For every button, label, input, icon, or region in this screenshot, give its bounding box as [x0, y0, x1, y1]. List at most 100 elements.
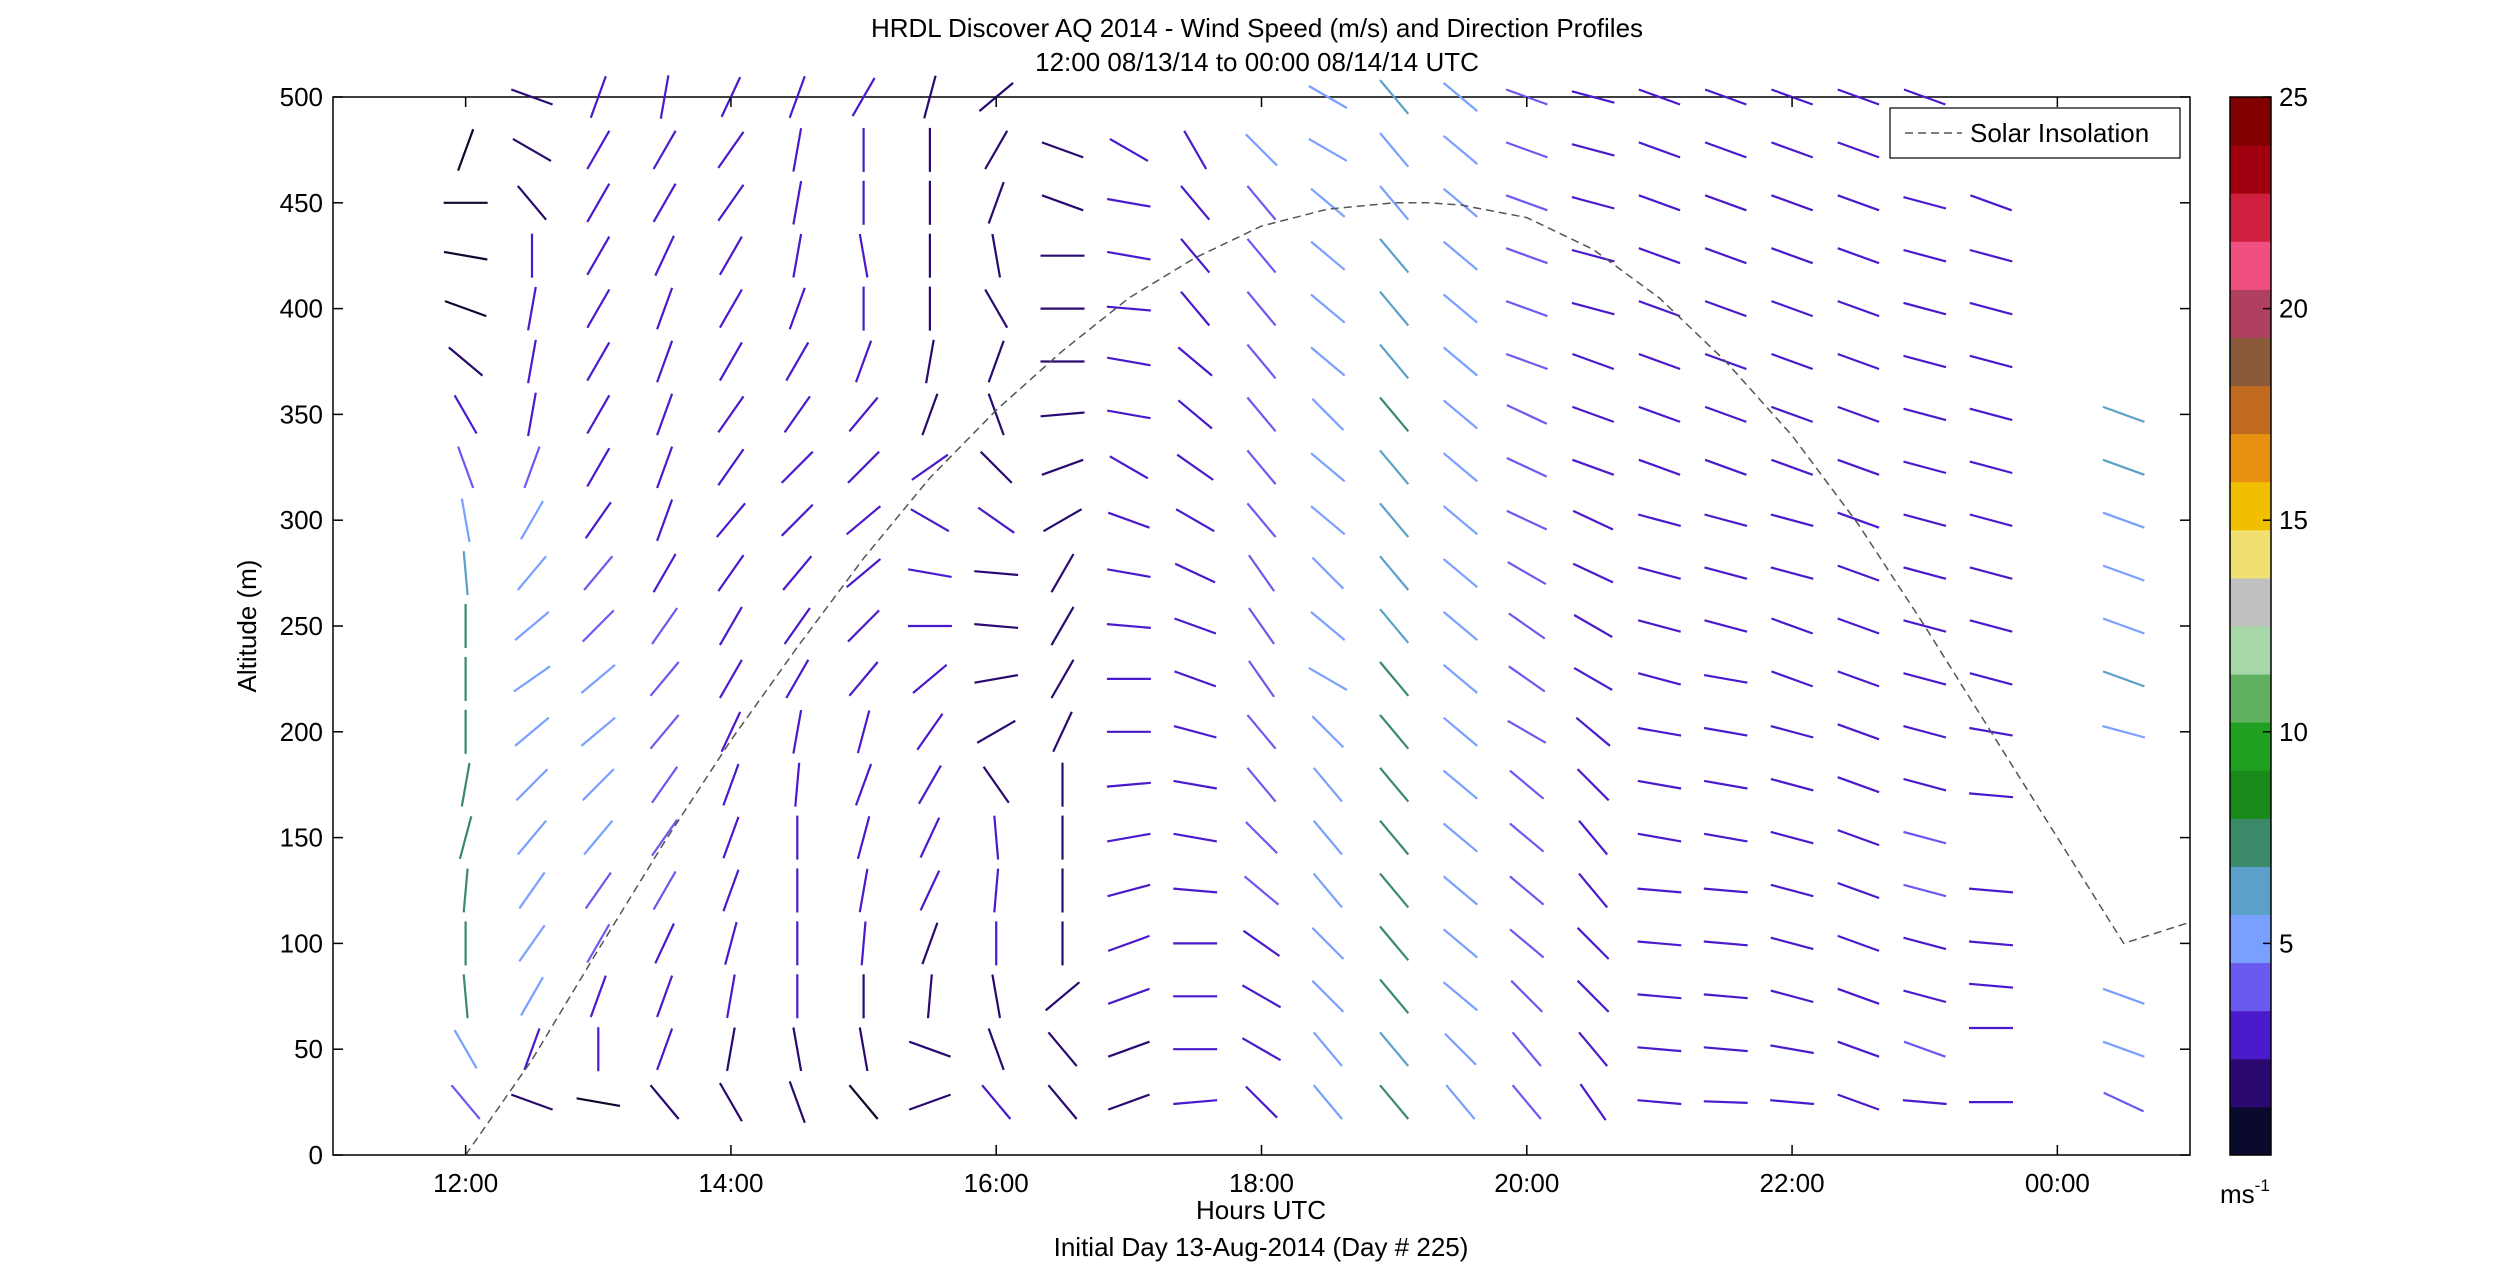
- wind-barb: [450, 1084, 481, 1120]
- wind-barb: [1703, 993, 1748, 1000]
- wind-barb: [1310, 611, 1346, 641]
- wind-barb: [908, 1093, 951, 1111]
- wind-barb: [993, 868, 1000, 913]
- wind-barb: [651, 818, 679, 857]
- wind-barb: [1637, 672, 1681, 686]
- wind-barb: [1506, 457, 1548, 478]
- wind-barb: [1379, 396, 1410, 433]
- wind-barb: [1505, 352, 1548, 371]
- wind-barb: [1442, 187, 1479, 218]
- wind-barb: [982, 766, 1010, 804]
- wind-barb: [1704, 88, 1747, 106]
- wind-barb: [1107, 409, 1151, 420]
- x-tick-label: 20:00: [1494, 1168, 1559, 1198]
- wind-barb: [718, 236, 743, 276]
- wind-barb: [1442, 558, 1479, 589]
- y-tick-label: 0: [309, 1140, 323, 1170]
- wind-barb: [656, 1028, 674, 1071]
- wind-barb: [1379, 714, 1410, 750]
- wind-barb: [652, 183, 677, 223]
- wind-barb: [1442, 611, 1479, 641]
- wind-barb: [1637, 1099, 1682, 1106]
- wind-barb: [443, 250, 488, 261]
- wind-barb: [858, 233, 869, 278]
- wind-barb: [586, 447, 611, 487]
- wind-barb: [520, 500, 544, 540]
- wind-barb: [1704, 300, 1747, 318]
- wind-barb: [921, 922, 939, 965]
- wind-barb: [1969, 460, 2013, 475]
- wind-barb: [1311, 715, 1345, 749]
- wind-barb: [1311, 556, 1345, 590]
- wind-barb: [1379, 185, 1410, 221]
- wind-barb: [1511, 1031, 1542, 1067]
- wind-barb: [1703, 1046, 1748, 1053]
- colorbar-segment: [2230, 193, 2271, 242]
- wind-barb: [1379, 343, 1410, 380]
- wind-barb: [1837, 511, 1880, 529]
- wind-barb: [652, 130, 677, 170]
- wind-barb: [717, 448, 745, 486]
- wind-barb: [788, 1081, 806, 1124]
- wind-barb: [586, 236, 611, 276]
- wind-barb: [1173, 887, 1218, 894]
- wind-barb: [1379, 1031, 1410, 1067]
- colorbar-segment: [2230, 770, 2271, 819]
- wind-barb: [649, 1084, 680, 1120]
- wind-barb: [1770, 1099, 1815, 1106]
- wind-barb: [1703, 832, 1748, 843]
- wind-barb: [1442, 822, 1479, 853]
- wind-barb: [1637, 1046, 1682, 1053]
- wind-barb: [1312, 872, 1343, 909]
- wind-barb: [722, 869, 740, 912]
- wind-barb: [1509, 928, 1545, 959]
- wind-barb: [584, 871, 612, 910]
- wind-barb: [1106, 781, 1151, 788]
- wind-barb: [1107, 1040, 1150, 1058]
- wind-barb: [1241, 1037, 1282, 1062]
- wind-barb: [1638, 88, 1681, 106]
- wind-barb: [1311, 398, 1345, 431]
- wind-barb: [1638, 405, 1681, 423]
- wind-barb: [1837, 88, 1880, 106]
- wind-barb: [1771, 352, 1814, 371]
- wind-barb: [514, 716, 550, 747]
- wind-barb: [1107, 356, 1151, 367]
- wind-barb: [1903, 196, 1947, 210]
- colorbar-segment: [2230, 866, 2271, 916]
- y-axis-label: Altitude (m): [232, 560, 262, 693]
- wind-barb: [1241, 984, 1282, 1009]
- wind-barb: [1770, 883, 1814, 898]
- chart-subtitle: 12:00 08/13/14 to 00:00 08/14/14 UTC: [1035, 47, 1479, 77]
- wind-barb: [1903, 354, 1947, 369]
- wind-barb: [515, 768, 549, 802]
- wind-barb: [1572, 509, 1614, 531]
- wind-barb: [1576, 927, 1610, 960]
- wind-barb: [1174, 617, 1217, 635]
- y-tick-label: 450: [280, 188, 323, 218]
- colorbar-segment: [2230, 577, 2271, 627]
- wind-barb: [1109, 455, 1149, 480]
- wind-barb: [462, 974, 469, 1019]
- wind-barb: [1246, 502, 1277, 538]
- wind-barb: [586, 341, 611, 382]
- wind-barb: [1107, 250, 1151, 261]
- wind-barb: [908, 1040, 951, 1058]
- wind-barb: [1379, 978, 1410, 1014]
- colorbar-gradient: [2230, 97, 2271, 1156]
- wind-barb: [1246, 767, 1277, 803]
- wind-barb: [1246, 396, 1277, 433]
- colorbar-tick-label: 15: [2279, 505, 2308, 535]
- wind-barb: [1969, 354, 2013, 369]
- wind-barb: [1379, 238, 1410, 274]
- wind-barb: [1379, 661, 1410, 697]
- wind-barb: [1837, 194, 1880, 212]
- wind-barb: [1704, 458, 1747, 476]
- wind-barb: [1107, 511, 1150, 529]
- wind-barb: [1509, 875, 1545, 906]
- wind-barb: [1106, 623, 1151, 629]
- wind-barb: [726, 974, 736, 1019]
- solar-insolation-line: [464, 202, 2191, 1156]
- wind-barb: [1506, 404, 1548, 425]
- wind-barb: [1572, 458, 1615, 476]
